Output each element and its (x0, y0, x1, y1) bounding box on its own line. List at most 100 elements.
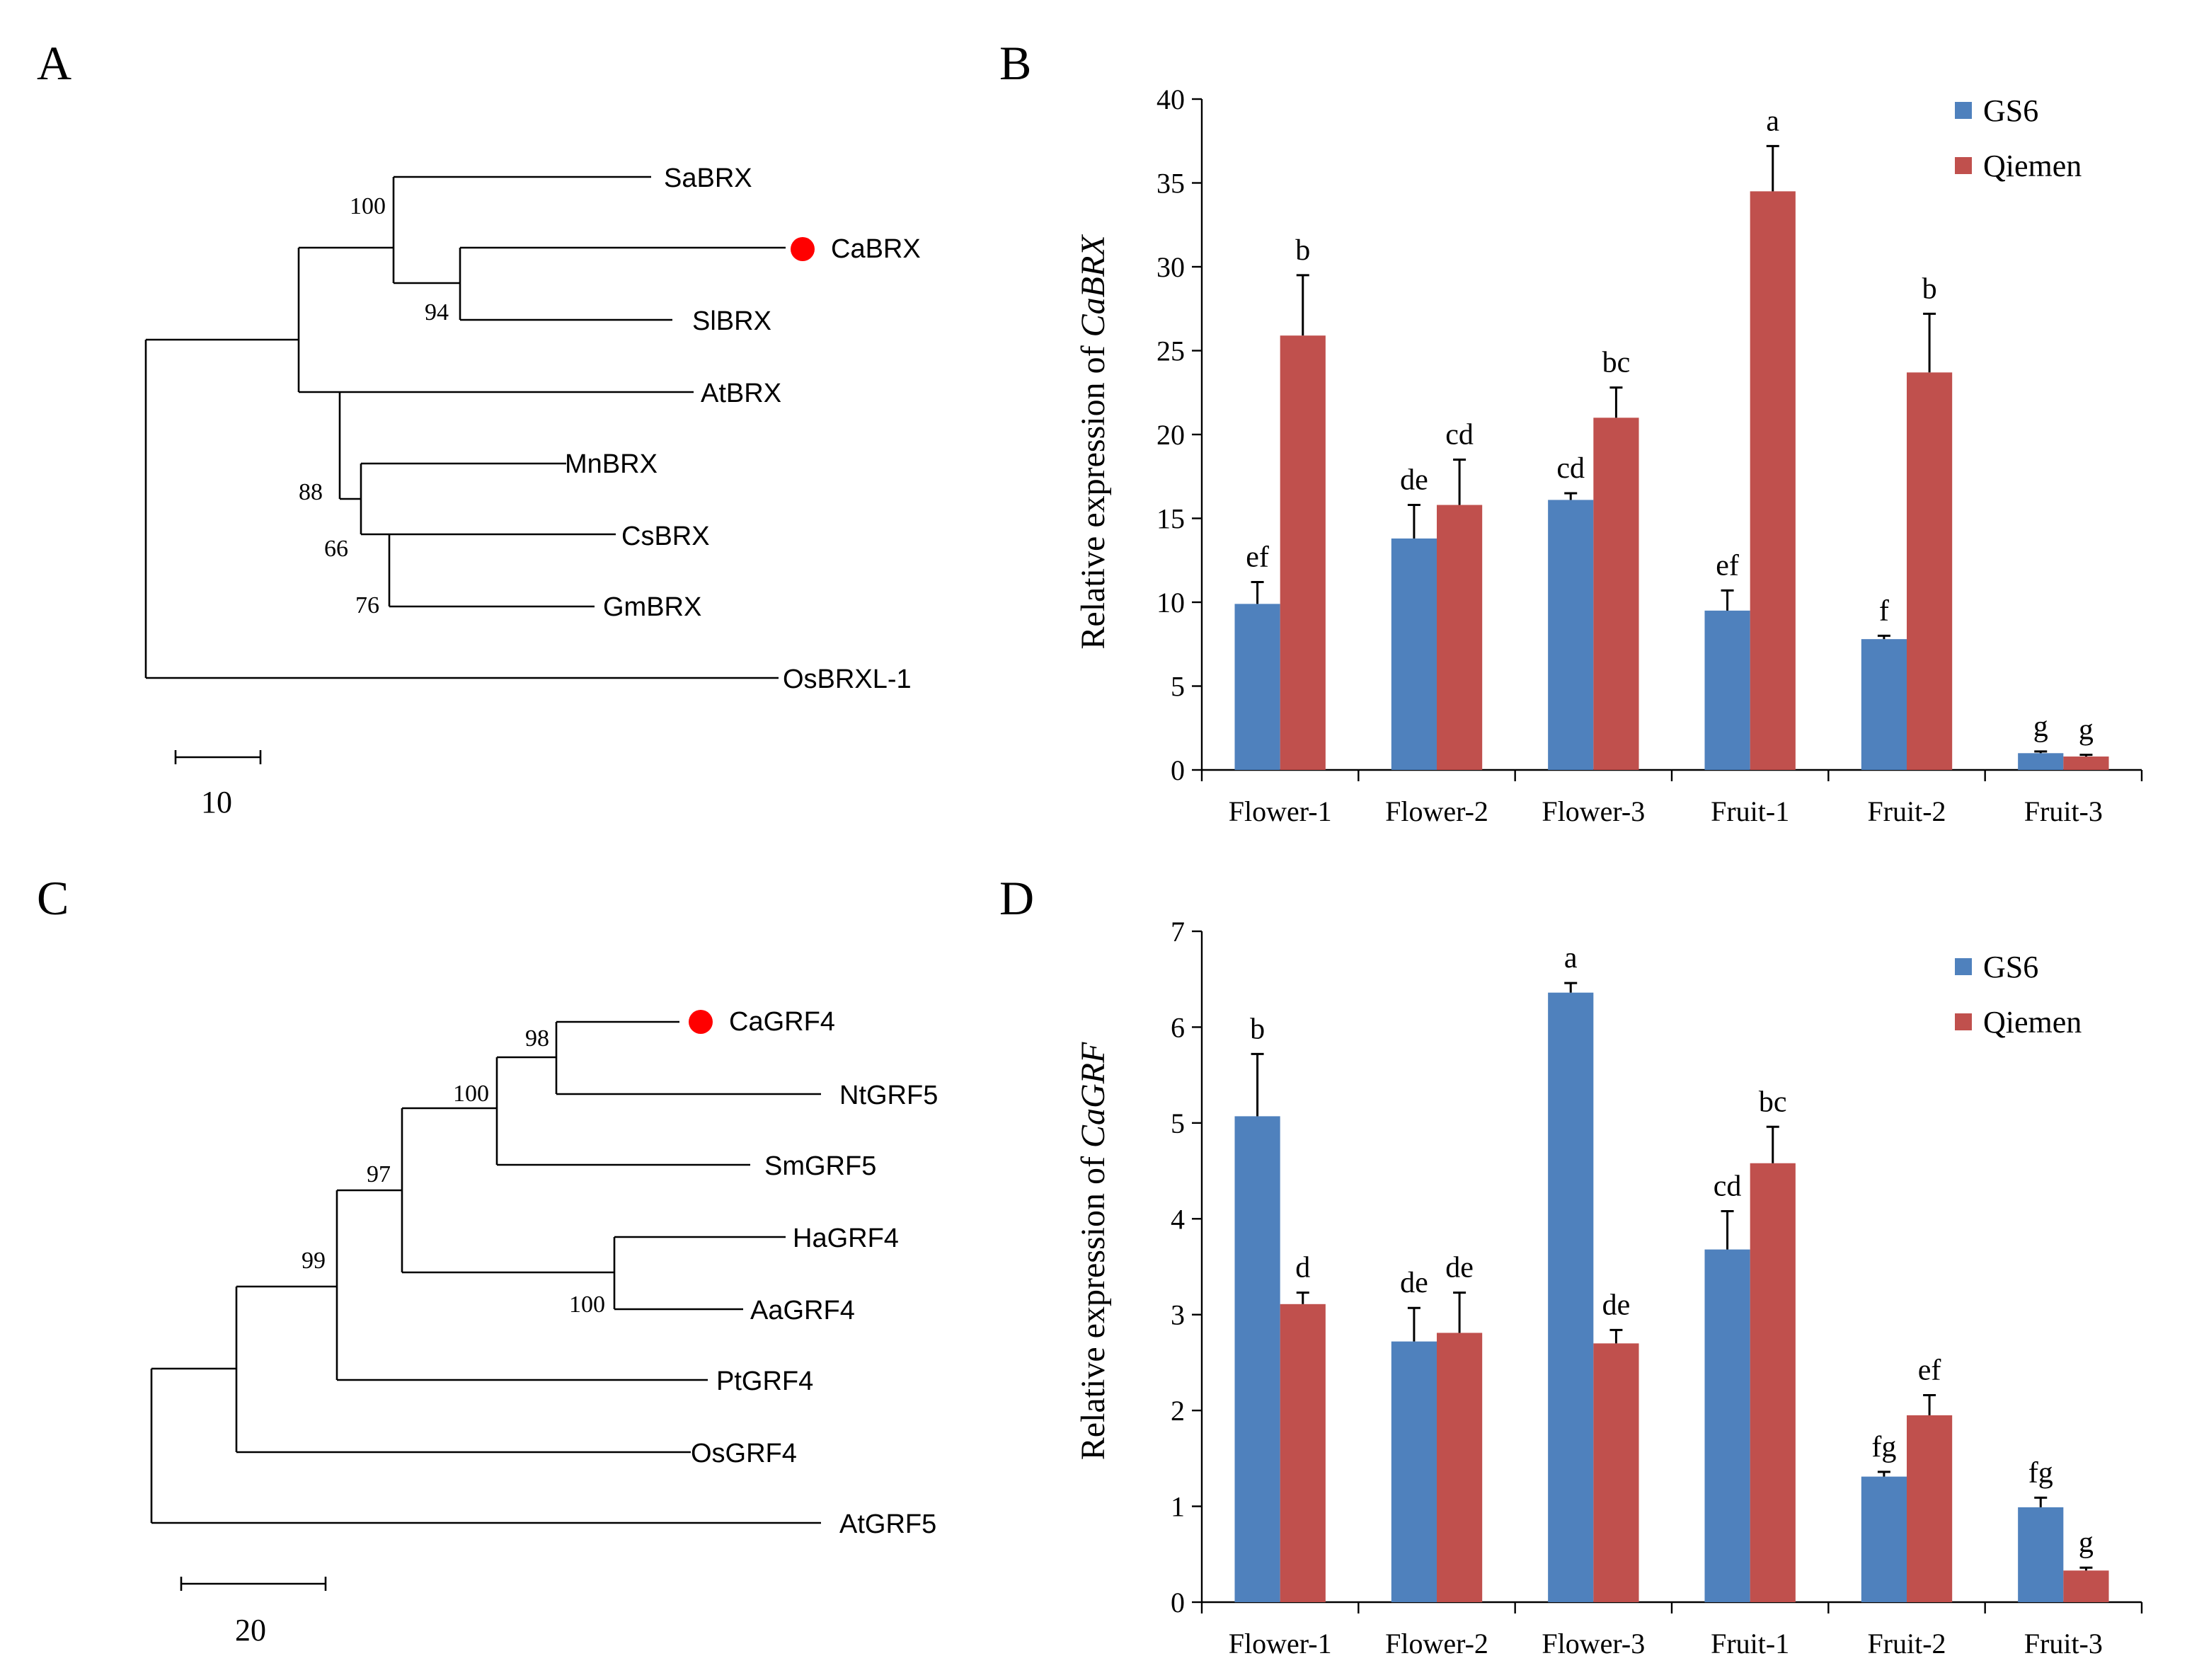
x-tick-label: Flower-3 (1542, 795, 1645, 827)
bar-chart-d: Relative expression of CaGRF 0 1 2 3 4 5 6 7 Flo… (1074, 916, 2143, 1659)
significance-letter: a (1564, 942, 1578, 974)
y-tick-label: 40 (1156, 84, 1185, 115)
bar-qiemen (2063, 1570, 2109, 1602)
taxon-label: PtGRF4 (716, 1367, 813, 1396)
y-tick-label: 0 (1171, 1587, 1185, 1618)
bar-qiemen (1593, 1343, 1639, 1602)
significance-letter: b (1922, 272, 1937, 305)
significance-letter: de (1445, 1252, 1474, 1284)
legend-label: GS6 (1983, 93, 2038, 128)
y-axis-title: Relative expression of CaBRX (1074, 234, 1112, 650)
bar-gs6 (1391, 1341, 1437, 1602)
bar-gs6 (1234, 604, 1280, 770)
significance-letter: g (2079, 714, 2094, 747)
legend-swatch-gs6 (1955, 958, 1972, 975)
x-tick-label: Fruit-1 (1711, 1628, 1789, 1659)
taxon-label: CsBRX (621, 522, 710, 551)
panel-label-a: A (37, 36, 71, 90)
taxon-label: OsBRXL-1 (783, 664, 912, 694)
bootstrap-value: 99 (302, 1248, 326, 1274)
bootstrap-value: 100 (453, 1081, 489, 1107)
significance-letter: ef (1918, 1354, 1941, 1386)
bootstrap-value: 97 (367, 1161, 391, 1187)
x-tick-label: Flower-2 (1385, 1628, 1488, 1659)
bootstrap-value: 76 (355, 592, 379, 619)
y-tick-label: 20 (1156, 419, 1185, 451)
taxon-label: AtGRF5 (839, 1509, 936, 1539)
bar-gs6 (1861, 639, 1907, 770)
y-tick-label: 6 (1171, 1011, 1185, 1043)
x-tick-label: Flower-3 (1542, 1628, 1645, 1659)
taxon-label: HaGRF4 (793, 1224, 899, 1253)
bar-chart-b: Relative expression of CaBRX 0 5 10 15 20 25 3… (1074, 84, 2143, 827)
significance-letter: g (2033, 710, 2048, 743)
x-tick-label: Fruit-2 (1867, 1628, 1946, 1659)
significance-letter: cd (1445, 419, 1474, 451)
tree-c-scale-bar: 20 (180, 1577, 327, 1647)
bootstrap-value: 100 (350, 193, 386, 219)
taxon-label: AaGRF4 (750, 1296, 855, 1325)
significance-letter: de (1400, 1267, 1428, 1299)
bar-qiemen (1280, 1304, 1326, 1602)
taxon-label: SaBRX (664, 163, 752, 193)
y-tick-label: 1 (1171, 1491, 1185, 1523)
significance-letter: a (1766, 105, 1779, 137)
tree-a-scale-bar: 10 (174, 750, 262, 819)
legend-label: Qiemen (1983, 1005, 2082, 1040)
significance-letter: de (1602, 1289, 1631, 1321)
y-tick-label: 5 (1171, 1107, 1185, 1139)
y-tick-label: 4 (1171, 1203, 1185, 1235)
significance-letter: ef (1716, 549, 1739, 582)
bar-gs6 (1704, 1249, 1750, 1602)
significance-letter: bc (1602, 347, 1631, 379)
phylogenetic-tree-a: SaBRX CaBRX SlBRX AtBRX MnBRX CsBRX GmBR… (144, 163, 921, 819)
significance-letter: bc (1759, 1086, 1787, 1118)
x-tick-label: Flower-1 (1229, 1628, 1332, 1659)
significance-letter: ef (1246, 541, 1269, 574)
bar-gs6 (1548, 992, 1594, 1602)
scale-bar-label: 20 (235, 1613, 266, 1647)
taxon-label: AtBRX (701, 379, 781, 408)
y-tick-label: 2 (1171, 1395, 1185, 1427)
y-axis-title-gene: CaBRX (1074, 234, 1112, 338)
taxon-label-highlight: CaBRX (831, 234, 921, 264)
y-tick-label: 10 (1156, 587, 1185, 619)
significance-letter: f (1879, 594, 1889, 627)
y-tick-label: 25 (1156, 335, 1185, 367)
legend-swatch-gs6 (1955, 102, 1972, 119)
bar-qiemen (1437, 505, 1483, 770)
panel-label-c: C (37, 871, 69, 925)
significance-letter: d (1295, 1252, 1310, 1284)
taxon-label: SlBRX (692, 306, 771, 336)
x-tick-label: Fruit-2 (1867, 795, 1946, 827)
y-axis-title-gene: CaGRF (1074, 1042, 1112, 1148)
x-tick-label: Flower-2 (1385, 795, 1488, 827)
y-tick-label: 0 (1171, 754, 1185, 786)
bar-gs6 (2018, 1507, 2064, 1602)
panel-label-b: B (999, 36, 1031, 90)
bootstrap-value: 100 (569, 1291, 605, 1318)
taxon-label: SmGRF5 (764, 1151, 876, 1181)
legend-swatch-qiemen (1955, 1013, 1972, 1030)
bar-gs6 (2018, 753, 2064, 770)
bootstrap-value: 88 (299, 479, 323, 505)
tree-c-branches (150, 1020, 821, 1524)
tree-a-branches (144, 176, 786, 679)
taxon-label-highlight: CaGRF4 (729, 1007, 835, 1037)
legend-label: GS6 (1983, 950, 2038, 984)
legend-swatch-qiemen (1955, 157, 1972, 174)
bootstrap-value: 66 (324, 536, 348, 562)
x-tick-label: Fruit-3 (2024, 795, 2103, 827)
taxon-label: GmBRX (603, 592, 701, 622)
bar-gs6 (1391, 538, 1437, 770)
bar-qiemen (1593, 418, 1639, 770)
y-tick-label: 35 (1156, 168, 1185, 200)
significance-letter: g (2079, 1526, 2094, 1559)
y-tick-label: 30 (1156, 251, 1185, 283)
bar-qiemen (1750, 1163, 1796, 1602)
bar-gs6 (1861, 1476, 1907, 1602)
phylogenetic-tree-c: CaGRF4 NtGRF5 SmGRF5 HaGRF4 AaGRF4 PtGRF… (150, 1007, 938, 1647)
significance-letter: cd (1714, 1170, 1742, 1202)
x-tick-label: Flower-1 (1229, 795, 1332, 827)
